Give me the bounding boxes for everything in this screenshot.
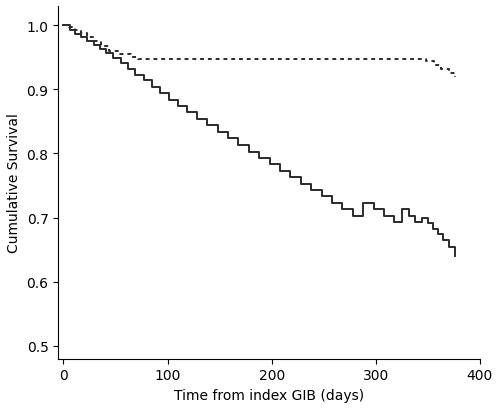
X-axis label: Time from index GIB (days): Time from index GIB (days) [174,388,364,402]
Y-axis label: Cumulative Survival: Cumulative Survival [7,113,21,253]
